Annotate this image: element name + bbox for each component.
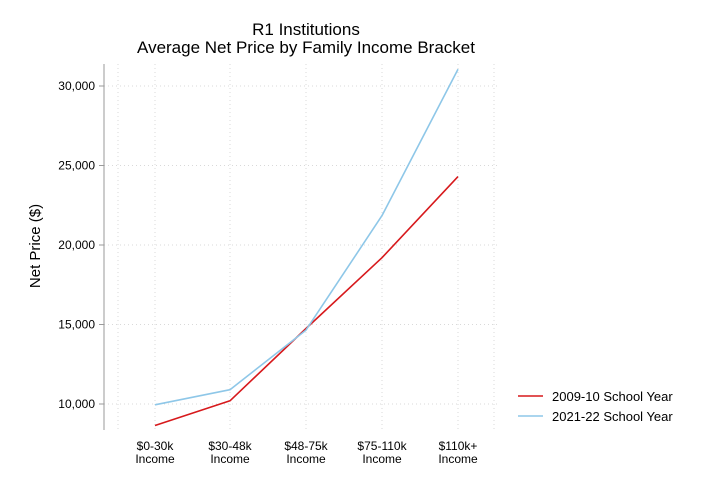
chart-subtitle: Average Net Price by Family Income Brack…: [137, 38, 475, 57]
y-axis-title: Net Price ($): [27, 204, 44, 288]
x-tick-label: $30-48k Income: [208, 439, 252, 466]
y-tick-label: 15,000: [58, 318, 95, 332]
chart-title: R1 Institutions: [252, 20, 360, 39]
series-line: [154, 176, 459, 427]
x-tick-label: $110k+ Income: [438, 439, 478, 466]
x-tick-label: $75-110k Income: [357, 439, 407, 466]
y-axis: 10,000 15,000 20,000 25,000 30,000: [58, 79, 104, 411]
y-tick-label: 20,000: [58, 238, 95, 252]
x-tick-label: $0-30k Income: [135, 439, 175, 466]
x-axis: $0-30k Income $30-48k Income $48-75k Income $7…: [135, 439, 478, 466]
legend-label: 2009-10 School Year: [552, 389, 673, 404]
y-tick-label: 30,000: [58, 79, 95, 93]
x-tick-label: $48-75k Income: [284, 439, 328, 466]
grid: [104, 64, 500, 430]
series-line: [154, 68, 459, 406]
legend-label: 2021-22 School Year: [552, 409, 673, 424]
y-tick-label: 25,000: [58, 159, 95, 173]
legend: 2009-10 School Year 2021-22 School Year: [518, 389, 673, 424]
y-tick-label: 10,000: [58, 397, 95, 411]
series-group: [154, 68, 459, 427]
